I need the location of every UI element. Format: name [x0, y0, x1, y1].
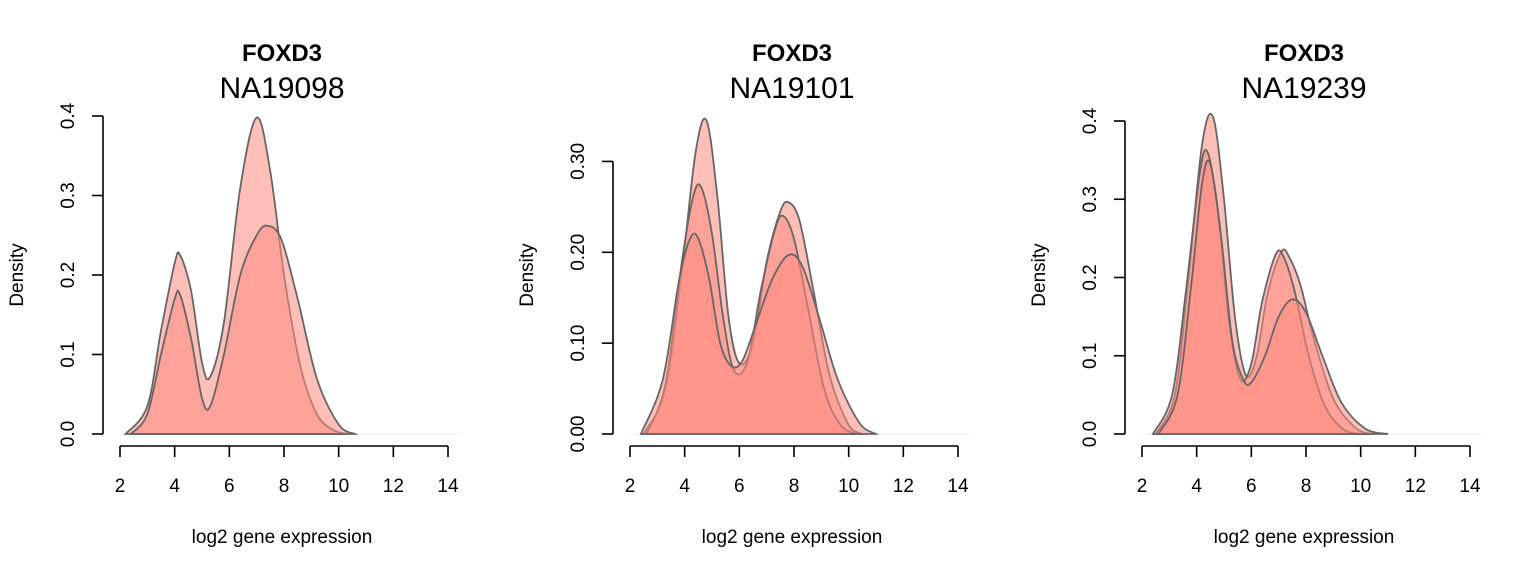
x-tick-label: 8 [279, 476, 290, 497]
density-panel-2: FOXD3 NA19101 2 4 6 8 10 12 14 log2 gene expressi… [517, 40, 970, 548]
x-tick-label: 14 [1459, 476, 1481, 497]
x-tick-label: 2 [115, 476, 126, 497]
x-tick-label: 10 [328, 476, 349, 497]
x-tick-label: 6 [734, 476, 745, 497]
y-tick-label: 0.3 [1080, 186, 1101, 212]
y-tick-label: 0.4 [1080, 107, 1101, 134]
x-tick-label: 10 [1350, 476, 1371, 497]
x-tick-label: 12 [1405, 476, 1426, 497]
x-tick-label: 8 [789, 476, 800, 497]
panel-sample-title: NA19101 [729, 72, 854, 105]
x-axis-label: log2 gene expression [702, 527, 883, 548]
x-tick-label: 4 [679, 476, 690, 497]
x-tick-label: 6 [1246, 476, 1257, 497]
y-tick-label: 0.1 [58, 341, 79, 367]
x-tick-label: 4 [169, 476, 180, 497]
x-tick-label: 14 [947, 476, 969, 497]
y-tick-label: 0.1 [1080, 343, 1101, 369]
density-curve-2 [128, 224, 359, 435]
density-panel-3: FOXD3 NA19239 2 4 6 8 10 12 14 log2 gene expressi… [1029, 40, 1482, 548]
density-curve-3 [639, 232, 879, 435]
panel-sample-title: NA19098 [219, 72, 344, 105]
y-tick-label: 0.0 [1080, 421, 1101, 447]
density-curve-3 [1156, 159, 1389, 435]
y-axis-label: Density [1029, 243, 1050, 307]
x-tick-label: 14 [437, 476, 459, 497]
x-tick-label: 6 [224, 476, 235, 497]
y-tick-label: 0.2 [1080, 264, 1101, 290]
panel-sample-title: NA19239 [1241, 72, 1366, 105]
x-tick-label: 12 [893, 476, 914, 497]
x-tick-label: 2 [625, 476, 636, 497]
y-tick-label: 0.3 [58, 182, 79, 208]
y-tick-label: 0.2 [58, 262, 79, 288]
panel-gene-title: FOXD3 [242, 40, 322, 67]
x-tick-label: 12 [383, 476, 404, 497]
y-tick-label: 0.10 [568, 325, 589, 362]
panel-gene-title: FOXD3 [752, 40, 832, 67]
x-tick-label: 8 [1301, 476, 1312, 497]
x-tick-label: 10 [838, 476, 859, 497]
panel-gene-title: FOXD3 [1264, 40, 1344, 67]
y-tick-label: 0.20 [568, 234, 589, 271]
density-panel-1: FOXD3 NA19098 2 4 6 8 10 12 14 log2 gene expressi… [7, 40, 460, 548]
y-axis-label: Density [517, 243, 538, 307]
y-tick-label: 0.0 [58, 421, 79, 447]
x-axis-label: log2 gene expression [192, 527, 373, 548]
y-tick-label: 0.00 [568, 416, 589, 453]
y-tick-label: 0.4 [58, 102, 79, 129]
y-axis-label: Density [7, 243, 28, 307]
x-axis-label: log2 gene expression [1214, 527, 1395, 548]
y-tick-label: 0.30 [568, 143, 589, 180]
x-tick-label: 2 [1137, 476, 1148, 497]
x-tick-label: 4 [1191, 476, 1202, 497]
